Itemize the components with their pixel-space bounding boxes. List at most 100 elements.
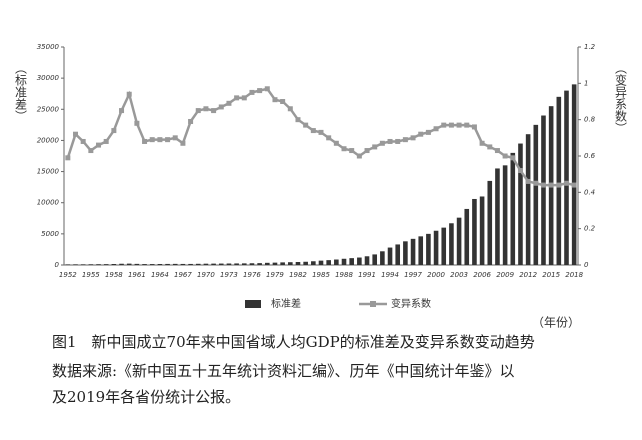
bar: [449, 223, 454, 265]
x-tick-label: 1979: [266, 271, 284, 279]
line-marker: [418, 131, 424, 137]
bar: [426, 233, 431, 265]
line-marker: [510, 155, 516, 161]
line-marker: [494, 148, 500, 154]
line-marker: [96, 142, 102, 148]
line-marker: [195, 108, 201, 114]
bar: [65, 264, 71, 265]
bar: [195, 263, 201, 265]
x-tick-label: 1988: [335, 271, 353, 279]
y-tick-label: 15000: [37, 168, 60, 176]
line-marker: [65, 155, 71, 161]
line-marker: [119, 108, 125, 114]
y-tick-label: 20000: [37, 136, 60, 144]
bar: [357, 257, 362, 265]
bar: [149, 264, 155, 265]
bar: [403, 241, 408, 265]
x-tick-label: 2012: [519, 271, 537, 279]
x-tick-label: 1958: [105, 271, 123, 279]
line-marker: [241, 95, 247, 101]
x-tick-label: 1970: [197, 271, 215, 279]
legend-label: 变异系数: [391, 297, 431, 310]
bar: [556, 96, 562, 265]
source: 数据来源:《新中国五十五年统计资料汇编》、历年《中国统计年鉴》以及2019年各省…: [52, 362, 515, 406]
x-tick-label: 1985: [312, 271, 330, 279]
x-tick-label: 1967: [174, 271, 192, 279]
x-tick-label: 1973: [220, 271, 238, 279]
bar: [433, 230, 439, 265]
bar: [502, 165, 508, 265]
line-marker: [540, 182, 546, 188]
bar: [533, 124, 539, 265]
line-marker: [402, 137, 408, 143]
y2-axis-label: （变异系数）: [614, 62, 628, 134]
bar: [518, 143, 523, 265]
bar: [172, 263, 178, 265]
x-tick-label: 1964: [151, 271, 169, 279]
bar: [211, 263, 216, 265]
line-marker: [180, 140, 186, 146]
line-marker: [218, 104, 224, 110]
line-marker: [264, 86, 270, 92]
y-tick-label: 30000: [37, 74, 60, 82]
line-marker: [142, 138, 148, 144]
bar: [349, 258, 354, 265]
x-tick-label: 1961: [128, 271, 146, 279]
line-marker: [364, 148, 370, 154]
x-tick-label: 1982: [289, 271, 307, 279]
line-marker: [326, 135, 332, 141]
line-marker: [257, 88, 263, 94]
bar: [119, 263, 124, 265]
line-marker: [287, 106, 293, 112]
y-tick-label: 10000: [37, 199, 60, 207]
bar: [410, 238, 416, 265]
bar: [111, 264, 117, 265]
bar: [134, 263, 140, 265]
line-marker: [126, 91, 132, 97]
line-marker: [318, 129, 324, 135]
bar: [541, 115, 546, 265]
bar: [88, 264, 94, 265]
bar: [495, 168, 500, 265]
x-tick-label: 2009: [496, 271, 514, 279]
bar: [326, 260, 331, 265]
bar: [479, 196, 485, 265]
line-marker: [471, 124, 477, 130]
legend-swatch: [245, 300, 261, 308]
line-marker: [103, 138, 109, 144]
bar: [96, 264, 101, 265]
line-marker: [502, 153, 508, 159]
caption: 图1 新中国成立70年来中国省域人均GDP的标准差及变异系数变动趋势: [52, 333, 535, 351]
bar: [341, 258, 347, 265]
bar: [311, 261, 316, 265]
line-marker: [395, 138, 401, 144]
line-marker: [272, 97, 278, 103]
bar: [295, 262, 301, 265]
line-marker: [310, 128, 316, 134]
bar: [73, 264, 78, 265]
bar: [188, 263, 193, 265]
bar: [334, 259, 339, 265]
line-marker: [487, 144, 493, 150]
y-tick-label: 5000: [41, 230, 59, 238]
y-tick-label: 0: [55, 261, 60, 269]
line-marker: [525, 178, 531, 184]
line-marker: [134, 120, 140, 126]
x-tick-label: 1952: [59, 271, 77, 279]
bar: [280, 262, 285, 265]
bar: [126, 263, 132, 265]
bar: [418, 236, 424, 265]
bar: [241, 263, 247, 265]
y2-tick-label: 0: [584, 261, 589, 269]
x-axis-label: （年份）: [532, 316, 580, 330]
line-marker: [226, 100, 232, 106]
bar: [272, 262, 278, 265]
line-marker: [548, 182, 554, 188]
line-marker: [295, 117, 301, 123]
line-marker: [556, 182, 562, 188]
bar: [218, 263, 224, 265]
bar: [142, 264, 147, 265]
y2-tick-label: 1.2: [584, 43, 596, 51]
line-marker: [456, 122, 462, 128]
line-marker: [372, 144, 378, 150]
